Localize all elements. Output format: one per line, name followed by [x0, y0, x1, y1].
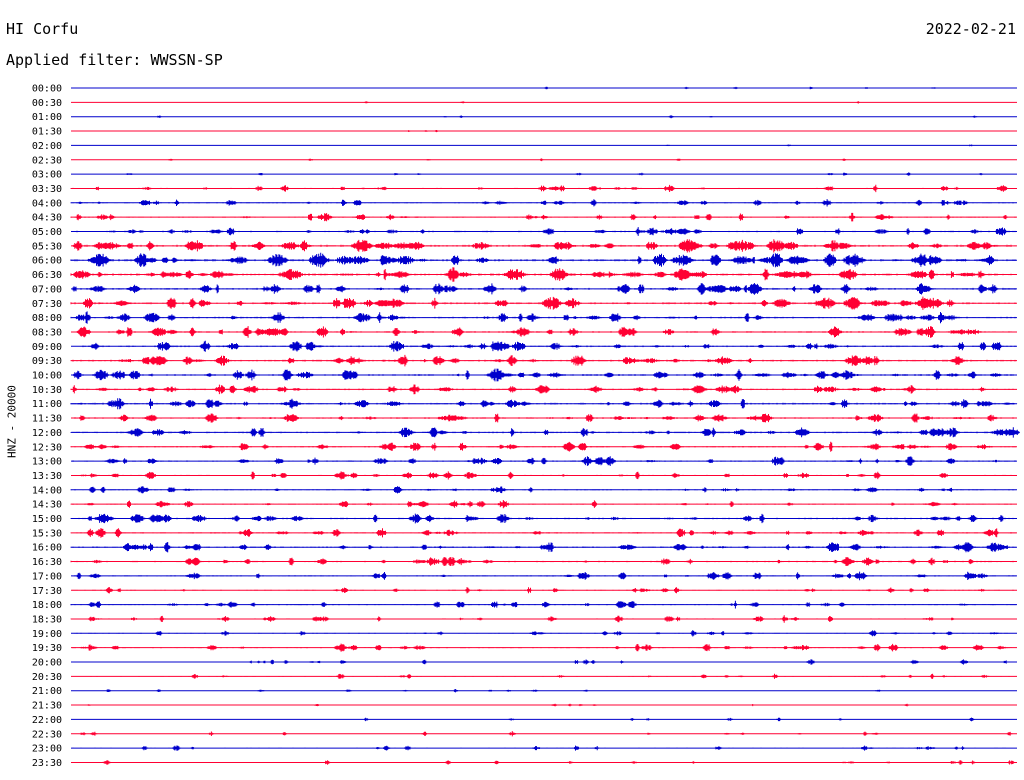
- row-time-label: 08:30: [32, 327, 62, 338]
- station-title: HI Corfu: [6, 20, 79, 38]
- row-time-label: 02:30: [32, 155, 62, 166]
- row-time-label: 08:00: [32, 313, 62, 324]
- row-time-label: 10:00: [32, 371, 62, 382]
- trace-waveform: [70, 441, 1016, 452]
- row-time-label: 04:30: [32, 213, 62, 224]
- row-time-label: 14:30: [32, 500, 62, 511]
- row-time-label: 13:00: [32, 457, 62, 468]
- row-time-label: 12:00: [32, 428, 62, 439]
- row-time-label: 12:30: [32, 442, 62, 453]
- row-time-label: 00:30: [32, 98, 62, 109]
- row-time-label: 07:30: [32, 299, 62, 310]
- trace-waveform: [70, 354, 1016, 367]
- trace-waveform: [70, 398, 1018, 410]
- row-time-label: 05:30: [32, 241, 62, 252]
- row-time-label: 11:00: [32, 399, 62, 410]
- trace-waveform: [70, 528, 1016, 538]
- trace-waveform: [76, 326, 1016, 338]
- row-time-label: 14:00: [32, 485, 62, 496]
- row-time-label: 19:30: [32, 643, 62, 654]
- row-time-label: 17:30: [32, 586, 62, 597]
- row-time-label: 02:00: [32, 141, 62, 152]
- row-time-label: 16:30: [32, 557, 62, 568]
- row-time-label: 23:30: [32, 758, 62, 769]
- row-time-label: 00:00: [32, 84, 62, 95]
- row-time-label: 05:00: [32, 227, 62, 238]
- row-time-label: 10:30: [32, 385, 62, 396]
- trace-waveform: [72, 239, 1016, 253]
- row-time-label: 15:00: [32, 514, 62, 525]
- row-time-label: 11:30: [32, 414, 62, 425]
- trace-waveform: [70, 486, 1016, 494]
- row-time-label: 17:00: [32, 571, 62, 582]
- trace-waveform: [72, 227, 1016, 236]
- trace-waveform: [70, 311, 1016, 324]
- trace-waveform: [70, 427, 1020, 438]
- row-time-label: 18:30: [32, 614, 62, 625]
- row-time-label: 21:30: [32, 701, 62, 712]
- row-time-label: 04:00: [32, 198, 62, 209]
- trace-waveform: [82, 340, 1016, 352]
- row-time-label: 06:30: [32, 270, 62, 281]
- row-time-label: 22:30: [32, 729, 62, 740]
- row-time-label: 09:00: [32, 342, 62, 353]
- row-time-label: 13:30: [32, 471, 62, 482]
- row-time-label: 03:30: [32, 184, 62, 195]
- row-time-label: 21:00: [32, 686, 62, 697]
- trace-waveform: [70, 296, 1016, 310]
- row-time-label: 09:30: [32, 356, 62, 367]
- row-time-label: 01:30: [32, 127, 62, 138]
- trace-waveform: [70, 542, 1016, 553]
- row-time-label: 06:00: [32, 256, 62, 267]
- row-time-label: 16:00: [32, 543, 62, 554]
- row-time-label: 23:00: [32, 744, 62, 755]
- filter-label: Applied filter: WWSSN-SP: [6, 51, 223, 69]
- trace-waveform: [74, 413, 1014, 423]
- trace-waveform: [72, 283, 1016, 295]
- row-time-label: 03:00: [32, 170, 62, 181]
- row-time-label: 22:00: [32, 715, 62, 726]
- row-time-label: 07:00: [32, 284, 62, 295]
- row-time-label: 19:00: [32, 629, 62, 640]
- row-time-label: 18:00: [32, 600, 62, 611]
- row-time-label: 01:00: [32, 112, 62, 123]
- row-time-label: 15:30: [32, 528, 62, 539]
- row-time-label: 20:00: [32, 658, 62, 669]
- trace-waveform: [70, 500, 1012, 509]
- row-time-label: 20:30: [32, 672, 62, 683]
- date-label: 2022-02-21: [925, 20, 1016, 38]
